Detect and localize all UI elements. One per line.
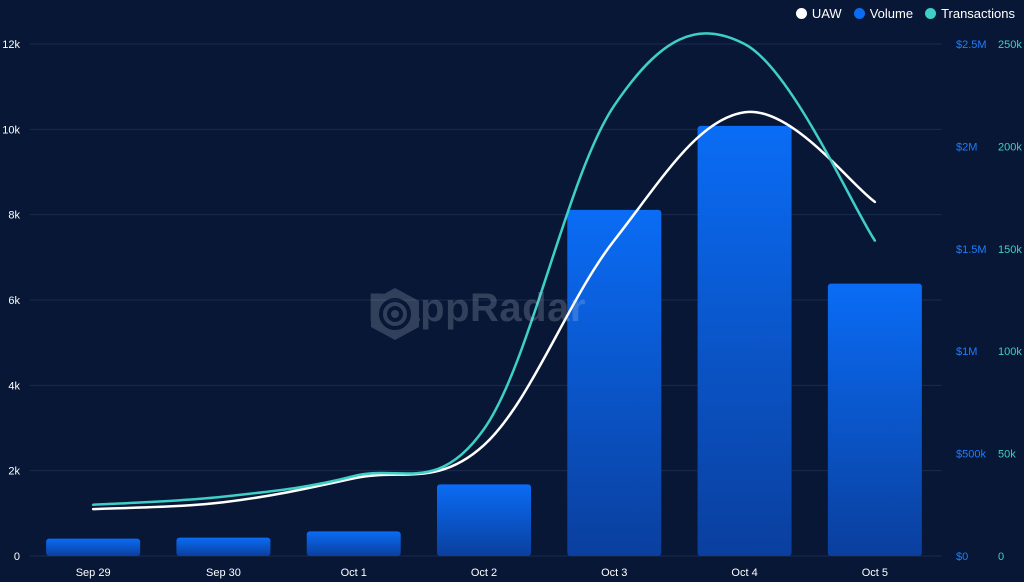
legend-dot-volume (853, 8, 865, 19)
axis-labels: 0 2k 4k 6k 8k 10k 12k $0 $500k $1M $1.5M $2M $2.5M 0 5… (2, 39, 1022, 579)
x-tick-label: Oct 3 (601, 567, 627, 579)
y-tick-label-transactions: 200k (998, 141, 1022, 153)
y-tick-label-volume: $2.5M (956, 39, 987, 51)
y-tick-label-volume: $500k (956, 449, 986, 461)
dappradar-logo-icon (371, 288, 419, 340)
y-tick-label-left: 4k (8, 380, 20, 392)
x-tick-label: Oct 1 (341, 567, 367, 579)
volume-bar[interactable] (827, 283, 922, 556)
y-tick-label-transactions: 50k (998, 449, 1016, 461)
y-tick-label-left: 8k (8, 210, 20, 222)
y-tick-label-volume: $1M (956, 346, 977, 358)
watermark: DappRadar (368, 286, 586, 340)
y-tick-label-transactions: 150k (998, 244, 1022, 256)
legend-label-transactions: Transactions (941, 6, 1015, 21)
legend-dot-transactions (925, 8, 937, 19)
volume-bar[interactable] (176, 537, 271, 556)
y-tick-label-left: 10k (2, 124, 20, 136)
volume-bar[interactable] (697, 125, 792, 557)
y-tick-label-left: 2k (8, 466, 20, 478)
legend-item-uaw[interactable]: UAW (795, 6, 842, 21)
series-line-uaw (91, 110, 877, 511)
legend-item-volume[interactable]: Volume (853, 6, 914, 21)
y-tick-label-left: 6k (8, 295, 20, 307)
y-tick-label-left: 0 (14, 551, 20, 563)
grid-lines (30, 43, 942, 557)
volume-bar[interactable] (437, 484, 531, 556)
chart-legend: UAW Volume Transactions (795, 6, 1015, 21)
y-tick-label-transactions: 0 (998, 551, 1004, 563)
y-tick-label-volume: $1.5M (956, 244, 987, 256)
y-tick-label-transactions: 250k (998, 39, 1022, 51)
x-tick-label: Sep 30 (206, 567, 241, 579)
x-tick-label: Oct 5 (862, 567, 888, 579)
x-tick-label: Sep 29 (76, 567, 111, 579)
legend-label-volume: Volume (869, 6, 914, 21)
legend-label-uaw: UAW (811, 6, 842, 21)
volume-bar[interactable] (306, 531, 401, 556)
y-tick-label-volume: $2M (956, 141, 977, 153)
x-tick-label: Oct 2 (471, 567, 497, 579)
legend-dot-uaw (795, 8, 807, 19)
volume-bar[interactable] (567, 209, 662, 556)
volume-bars (46, 125, 922, 557)
y-tick-label-left: 12k (2, 39, 20, 51)
line-series (91, 32, 877, 511)
legend-item-transactions[interactable]: Transactions (925, 6, 1015, 21)
volume-bar[interactable] (46, 538, 141, 556)
series-line-transactions (91, 32, 877, 507)
x-tick-label: Oct 4 (731, 567, 757, 579)
y-tick-label-volume: $0 (956, 551, 968, 563)
y-tick-label-transactions: 100k (998, 346, 1022, 358)
watermark-text: DappRadar (368, 286, 586, 330)
